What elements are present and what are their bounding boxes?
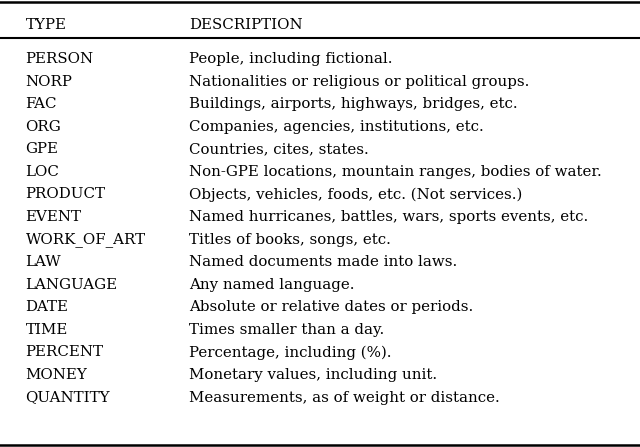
Text: Objects, vehicles, foods, etc. (Not services.): Objects, vehicles, foods, etc. (Not serv… <box>189 187 522 202</box>
Text: FAC: FAC <box>26 97 57 111</box>
Text: PRODUCT: PRODUCT <box>26 187 106 202</box>
Text: Absolute or relative dates or periods.: Absolute or relative dates or periods. <box>189 300 473 314</box>
Text: Titles of books, songs, etc.: Titles of books, songs, etc. <box>189 232 390 247</box>
Text: Non-GPE locations, mountain ranges, bodies of water.: Non-GPE locations, mountain ranges, bodi… <box>189 165 602 179</box>
Text: NORP: NORP <box>26 75 72 89</box>
Text: Buildings, airports, highways, bridges, etc.: Buildings, airports, highways, bridges, … <box>189 97 517 111</box>
Text: QUANTITY: QUANTITY <box>26 391 110 405</box>
Text: Companies, agencies, institutions, etc.: Companies, agencies, institutions, etc. <box>189 120 484 134</box>
Text: Countries, cites, states.: Countries, cites, states. <box>189 142 369 156</box>
Text: LOC: LOC <box>26 165 60 179</box>
Text: Named hurricanes, battles, wars, sports events, etc.: Named hurricanes, battles, wars, sports … <box>189 210 588 224</box>
Text: Times smaller than a day.: Times smaller than a day. <box>189 323 384 337</box>
Text: ORG: ORG <box>26 120 61 134</box>
Text: MONEY: MONEY <box>26 368 88 382</box>
Text: Percentage, including (%).: Percentage, including (%). <box>189 345 391 360</box>
Text: Measurements, as of weight or distance.: Measurements, as of weight or distance. <box>189 391 500 405</box>
Text: DESCRIPTION: DESCRIPTION <box>189 17 303 32</box>
Text: People, including fictional.: People, including fictional. <box>189 52 392 66</box>
Text: GPE: GPE <box>26 142 59 156</box>
Text: Named documents made into laws.: Named documents made into laws. <box>189 255 457 269</box>
Text: PERSON: PERSON <box>26 52 93 66</box>
Text: DATE: DATE <box>26 300 68 314</box>
Text: Nationalities or religious or political groups.: Nationalities or religious or political … <box>189 75 529 89</box>
Text: TIME: TIME <box>26 323 68 337</box>
Text: Any named language.: Any named language. <box>189 278 355 292</box>
Text: EVENT: EVENT <box>26 210 82 224</box>
Text: Monetary values, including unit.: Monetary values, including unit. <box>189 368 437 382</box>
Text: PERCENT: PERCENT <box>26 346 104 359</box>
Text: LAW: LAW <box>26 255 61 269</box>
Text: LANGUAGE: LANGUAGE <box>26 278 118 292</box>
Text: TYPE: TYPE <box>26 17 67 32</box>
Text: WORK_OF_ART: WORK_OF_ART <box>26 232 146 247</box>
